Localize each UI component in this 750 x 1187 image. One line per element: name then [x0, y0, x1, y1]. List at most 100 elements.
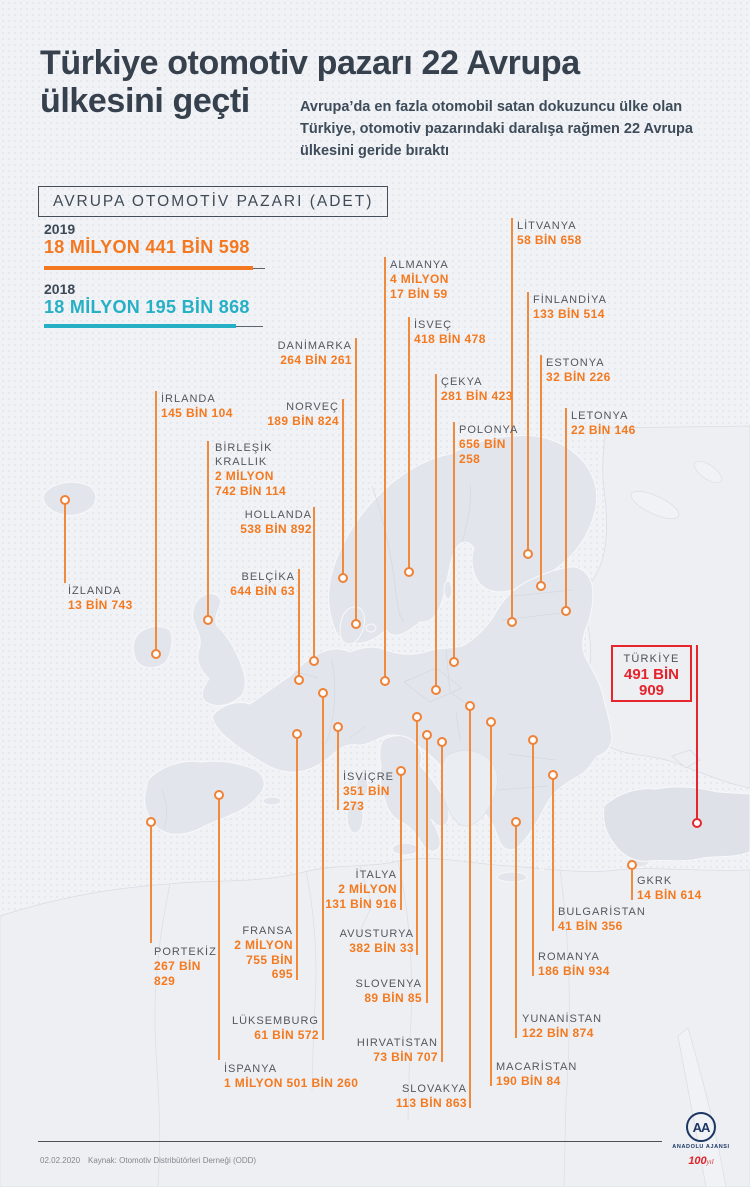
map-dot-turkiye: [692, 818, 702, 828]
country-label-polonya: POLONYA 656 BİN 258: [459, 423, 518, 466]
country-value: 41 BİN 356: [558, 919, 623, 933]
turkiye-callout-box: TÜRKİYE 491 BİN 909: [611, 645, 692, 702]
map-dot-estonya: [536, 581, 546, 591]
country-value: 122 BİN 874: [522, 1026, 594, 1040]
country-name: BULGARİSTAN: [558, 906, 646, 918]
country-label-almanya: ALMANYA 4 MİLYON 17 BİN 59: [390, 258, 449, 301]
italy: [379, 735, 450, 852]
country-name: BELÇİKA: [241, 571, 295, 583]
country-name: POLONYA: [459, 424, 519, 436]
zealand: [365, 623, 377, 633]
country-value: 58 BİN 658: [517, 233, 582, 247]
country-label-romanya: ROMANYA 186 BİN 934: [538, 950, 610, 979]
map-dot-avusturya: [412, 712, 422, 722]
country-label-bulgaristan: BULGARİSTAN 41 BİN 356: [558, 905, 646, 934]
map-dot-finlandiya: [523, 549, 533, 559]
country-name: ESTONYA: [546, 357, 605, 369]
country-label-gkrk: GKRK 14 BİN 614: [637, 874, 702, 903]
country-name: PORTEKİZ: [154, 946, 217, 958]
leader-line-finlandiya: [527, 292, 529, 554]
sardinia: [346, 800, 364, 834]
map-dot-polonya: [449, 657, 459, 667]
country-name: FRANSA: [242, 925, 293, 937]
country-value: 73 BİN 707: [373, 1050, 438, 1064]
legend-year-2018: 2018: [44, 281, 76, 297]
centennial-number: 100: [688, 1155, 707, 1167]
country-name: LİTVANYA: [517, 220, 577, 232]
map-dot-italya: [396, 766, 406, 776]
country-name: LETONYA: [571, 410, 629, 422]
map-dot-belcika: [294, 675, 304, 685]
map-dot-slovenya: [422, 730, 432, 740]
map-dot-letonya: [561, 606, 571, 616]
map-dot-isvec: [404, 567, 414, 577]
country-name: AVUSTURYA: [339, 928, 414, 940]
country-label-cekya: ÇEKYA 281 BİN 423: [441, 375, 513, 404]
country-value: 351 BİN 273: [343, 784, 390, 813]
country-value: 32 BİN 226: [546, 370, 611, 384]
legend-value-2019: 18 MİLYON 441 BİN 598: [44, 237, 250, 257]
country-label-slovakya: SLOVAKYA 113 BİN 863: [396, 1082, 467, 1111]
country-value: 644 BİN 63: [230, 584, 295, 598]
lakes: [630, 460, 723, 520]
agency-logo: AA ANADOLU AJANSI 100yıl: [672, 1112, 730, 1169]
leader-line-estonya: [540, 355, 542, 586]
leader-line-avusturya: [416, 717, 418, 955]
map-dot-ispanya: [214, 790, 224, 800]
africa-borders: [154, 860, 570, 1187]
country-value: 264 BİN 261: [280, 353, 352, 367]
map-dot-slovakya: [465, 701, 475, 711]
map-dot-cekya: [431, 685, 441, 695]
red-sea: [677, 1027, 727, 1187]
country-value: 382 BİN 33: [349, 941, 414, 955]
footer-date: 02.02.2020: [40, 1156, 81, 1165]
sicily: [391, 842, 419, 856]
country-value: 145 BİN 104: [161, 406, 233, 420]
country-label-fransa: FRANSA 2 MİLYON 755 BİN 695: [234, 924, 293, 982]
country-value: 61 BİN 572: [254, 1028, 319, 1042]
country-value: 22 BİN 146: [571, 423, 636, 437]
agency-name: ANADOLU AJANSI: [672, 1144, 730, 1150]
country-value: 1 MİLYON 501 BİN 260: [224, 1076, 359, 1090]
country-value: 14 BİN 614: [637, 888, 702, 902]
country-name: GKRK: [637, 875, 673, 887]
leader-line-polonya: [453, 422, 455, 662]
legend-bar-2019: [44, 266, 253, 270]
country-value: 4 MİLYON 17 BİN 59: [390, 272, 449, 301]
country-name: ÇEKYA: [441, 376, 483, 388]
country-value: 13 BİN 743: [68, 598, 133, 612]
country-label-slovenya: SLOVENYA 89 BİN 85: [356, 977, 423, 1006]
turkiye-value: 491 BİN 909: [623, 666, 680, 699]
country-label-isvicre: İSVİÇRE 351 BİN 273: [343, 770, 394, 813]
leader-line-slovakya: [469, 706, 471, 1108]
country-name: FİNLANDİYA: [533, 294, 607, 306]
country-label-estonya: ESTONYA 32 BİN 226: [546, 356, 611, 385]
country-value: 267 BİN 829: [154, 959, 201, 988]
country-name: HOLLANDA: [244, 509, 312, 521]
agency-monogram: AA: [692, 1119, 711, 1135]
leader-line-isvicre: [337, 727, 339, 810]
map-dot-bulgaristan: [548, 770, 558, 780]
country-value: 538 BİN 892: [240, 522, 312, 536]
corsica: [355, 774, 369, 798]
country-label-macaristan: MACARİSTAN 190 BİN 84: [496, 1060, 577, 1089]
leader-line-hollanda: [313, 507, 315, 661]
map-dot-romanya: [528, 735, 538, 745]
country-label-portekiz: PORTEKİZ 267 BİN 829: [154, 945, 217, 988]
country-value: 190 BİN 84: [496, 1074, 561, 1088]
map-dot-gkrk: [627, 860, 637, 870]
country-value: 186 BİN 934: [538, 964, 610, 978]
country-value: 189 BİN 824: [267, 414, 339, 428]
leader-line-italya: [400, 771, 402, 910]
leader-line-belcika: [298, 569, 300, 680]
country-label-italya: İTALYA 2 MİLYON 131 BİN 916: [325, 868, 397, 911]
country-label-yunanistan: YUNANİSTAN 122 BİN 874: [522, 1012, 602, 1041]
leader-line-bulgaristan: [552, 775, 554, 931]
landmass-east-europe: [584, 425, 750, 789]
leader-line-luksemburg: [322, 693, 324, 1040]
map-dot-yunanistan: [511, 817, 521, 827]
ireland: [132, 626, 173, 669]
leader-line-portekiz: [150, 822, 152, 943]
